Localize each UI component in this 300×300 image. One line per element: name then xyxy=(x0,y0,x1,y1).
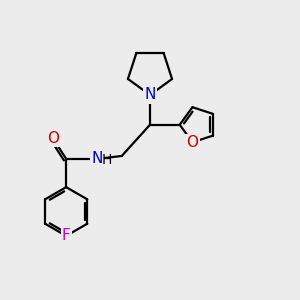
Text: O: O xyxy=(187,135,199,150)
Text: O: O xyxy=(47,130,59,146)
Text: N: N xyxy=(144,88,156,103)
Text: F: F xyxy=(62,228,70,243)
Text: H: H xyxy=(102,153,112,167)
Text: N: N xyxy=(92,152,103,166)
